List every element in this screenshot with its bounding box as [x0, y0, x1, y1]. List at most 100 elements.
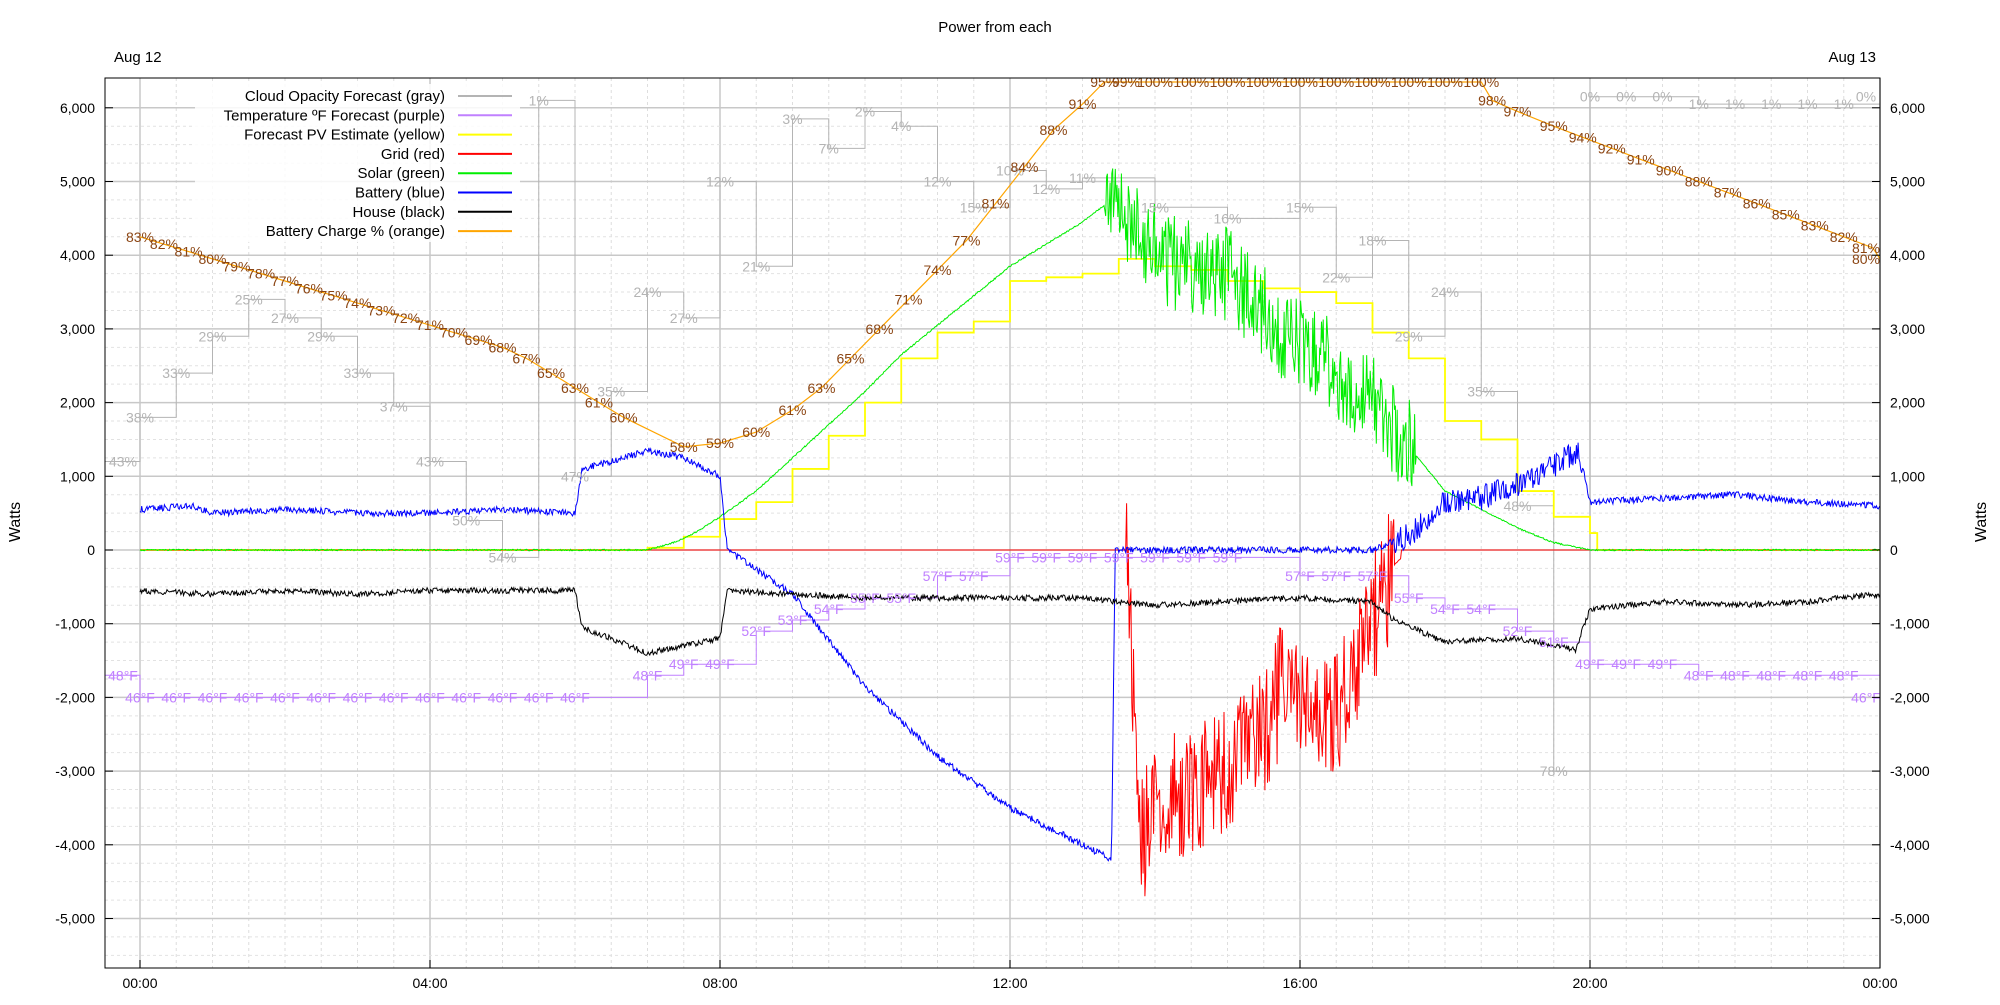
data-label-battery-charge-orange: 100% [1427, 74, 1463, 90]
y-tick-label-left: 2,000 [60, 395, 95, 411]
data-label-temperature-f-forecast-purple: 46°F [451, 689, 481, 705]
data-label-temperature-f-forecast-purple: 59°F [1176, 549, 1206, 565]
data-label-temperature-f-forecast-purple: 46°F [270, 689, 300, 705]
data-label-temperature-f-forecast-purple: 46°F [415, 689, 445, 705]
data-label-battery-charge-orange: 68% [488, 339, 516, 355]
data-label-cloud-opacity-forecast-gray: 33% [343, 365, 371, 381]
data-label-cloud-opacity-forecast-gray: 29% [198, 328, 226, 344]
data-label-battery-charge-orange: 88% [1685, 174, 1713, 190]
data-label-temperature-f-forecast-purple: 46°F [379, 689, 409, 705]
data-label-battery-charge-orange: 85% [1772, 207, 1800, 223]
data-label-temperature-f-forecast-purple: 46°F [524, 689, 554, 705]
data-label-temperature-f-forecast-purple: 49°F [1611, 656, 1641, 672]
data-label-cloud-opacity-forecast-gray: 22% [1322, 269, 1350, 285]
data-label-cloud-opacity-forecast-gray: 54% [488, 549, 516, 565]
legend-label: Battery (blue) [355, 185, 445, 202]
data-label-cloud-opacity-forecast-gray: 37% [380, 398, 408, 414]
y-tick-label-left: 1,000 [60, 468, 95, 484]
data-label-cloud-opacity-forecast-gray: 29% [1395, 328, 1423, 344]
data-label-temperature-f-forecast-purple: 55°F [1394, 590, 1424, 606]
x-tick-label: 20:00 [1572, 975, 1607, 991]
data-label-battery-charge-orange: 80% [1852, 251, 1880, 267]
data-label-battery-charge-orange: 100% [1210, 74, 1246, 90]
data-label-battery-charge-orange: 60% [610, 409, 638, 425]
y-tick-label-left: -2,000 [55, 689, 95, 705]
data-label-battery-charge-orange: 78% [247, 266, 275, 282]
data-label-battery-charge-orange: 90% [1656, 162, 1684, 178]
data-label-temperature-f-forecast-purple: 59°F [995, 549, 1025, 565]
plot-frame [104, 77, 1881, 969]
data-label-temperature-f-forecast-purple: 52°F [741, 623, 771, 639]
data-label-cloud-opacity-forecast-gray: 16% [1213, 210, 1241, 226]
series-line-battery-blue [139, 442, 1881, 862]
data-label-battery-charge-orange: 100% [1463, 74, 1499, 90]
data-label-cloud-opacity-forecast-gray: 0% [1652, 89, 1672, 105]
legend-label: Cloud Opacity Forecast (gray) [245, 88, 445, 105]
legend: Cloud Opacity Forecast (gray) Temperature… [195, 84, 520, 242]
y-tick-label-right: -5,000 [1890, 911, 1930, 927]
data-label-temperature-f-forecast-purple: 48°F [1793, 667, 1823, 683]
y-tick-label-left: 6,000 [60, 100, 95, 116]
data-label-battery-charge-orange: 100% [1137, 74, 1173, 90]
data-label-cloud-opacity-forecast-gray: 10% [996, 162, 1024, 178]
data-label-battery-charge-orange: 74% [923, 262, 951, 278]
data-label-battery-charge-orange: 61% [585, 395, 613, 411]
data-label-battery-charge-orange: 60% [742, 424, 770, 440]
data-label-battery-charge-orange: 82% [1830, 229, 1858, 245]
x-tick-label: 04:00 [412, 975, 447, 991]
y-tick-label-right: -3,000 [1890, 763, 1930, 779]
data-label-cloud-opacity-forecast-gray: 35% [597, 384, 625, 400]
data-label-cloud-opacity-forecast-gray: 1% [1725, 96, 1745, 112]
y-tick-label-right: 5,000 [1890, 174, 1925, 190]
y-tick-label-left: -1,000 [55, 616, 95, 632]
legend-label: House (black) [352, 204, 445, 221]
data-label-temperature-f-forecast-purple: 46°F [488, 689, 518, 705]
data-label-cloud-opacity-forecast-gray: 15% [960, 199, 988, 215]
data-label-cloud-opacity-forecast-gray: 78% [1540, 763, 1568, 779]
data-label-cloud-opacity-forecast-gray: 35% [1467, 384, 1495, 400]
data-label-cloud-opacity-forecast-gray: 1% [1689, 96, 1709, 112]
data-label-temperature-f-forecast-purple: 49°F [669, 656, 699, 672]
date-left-label: Aug 12 [114, 49, 162, 66]
data-label-temperature-f-forecast-purple: 48°F [1829, 667, 1859, 683]
data-label-temperature-f-forecast-purple: 57°F [1358, 568, 1388, 584]
data-label-temperature-f-forecast-purple: 52°F [1503, 623, 1533, 639]
x-tick-label: 12:00 [992, 975, 1027, 991]
x-tick-label: 00:00 [1862, 975, 1897, 991]
series-line-battery-charge-orange [139, 81, 1881, 448]
data-label-battery-charge-orange: 67% [512, 350, 540, 366]
data-label-battery-charge-orange: 77% [952, 232, 980, 248]
data-label-battery-charge-orange: 81% [1852, 240, 1880, 256]
data-label-cloud-opacity-forecast-gray: 24% [633, 284, 661, 300]
series-line-forecast-pv-estimate-yellow [140, 257, 1880, 551]
data-label-battery-charge-orange: 73% [367, 302, 395, 318]
data-label-battery-charge-orange: 71% [894, 291, 922, 307]
data-label-cloud-opacity-forecast-gray: 29% [307, 328, 335, 344]
data-label-cloud-opacity-forecast-gray: 3% [782, 111, 802, 127]
y-tick-label-right: 6,000 [1890, 100, 1925, 116]
legend-label: Grid (red) [381, 146, 445, 163]
data-label-battery-charge-orange: 59% [706, 435, 734, 451]
data-label-cloud-opacity-forecast-gray: 15% [1286, 199, 1314, 215]
data-label-temperature-f-forecast-purple: 46°F [306, 689, 336, 705]
data-label-battery-charge-orange: 75% [320, 288, 348, 304]
data-label-temperature-f-forecast-purple: 59°F [1031, 549, 1061, 565]
data-label-cloud-opacity-forecast-gray: 15% [1141, 199, 1169, 215]
data-label-temperature-f-forecast-purple: 51°F [1539, 634, 1569, 650]
data-label-cloud-opacity-forecast-gray: 1% [529, 92, 549, 108]
data-label-battery-charge-orange: 97% [1503, 103, 1531, 119]
data-label-temperature-f-forecast-purple: 46°F [161, 689, 191, 705]
data-label-battery-charge-orange: 98% [1478, 92, 1506, 108]
data-label-battery-charge-orange: 99% [1112, 74, 1140, 90]
data-label-temperature-f-forecast-purple: 57°F [923, 568, 953, 584]
data-label-temperature-f-forecast-purple: 54°F [814, 601, 844, 617]
data-label-cloud-opacity-forecast-gray: 0% [1580, 89, 1600, 105]
data-label-battery-charge-orange: 87% [1714, 185, 1742, 201]
data-label-cloud-opacity-forecast-gray: 1% [1834, 96, 1854, 112]
y-tick-label-left: 0 [87, 542, 95, 558]
data-label-battery-charge-orange: 68% [865, 321, 893, 337]
data-label-battery-charge-orange: 76% [295, 280, 323, 296]
y-tick-label-right: 3,000 [1890, 321, 1925, 337]
data-label-temperature-f-forecast-purple: 48°F [1720, 667, 1750, 683]
data-label-cloud-opacity-forecast-gray: 12% [706, 174, 734, 190]
